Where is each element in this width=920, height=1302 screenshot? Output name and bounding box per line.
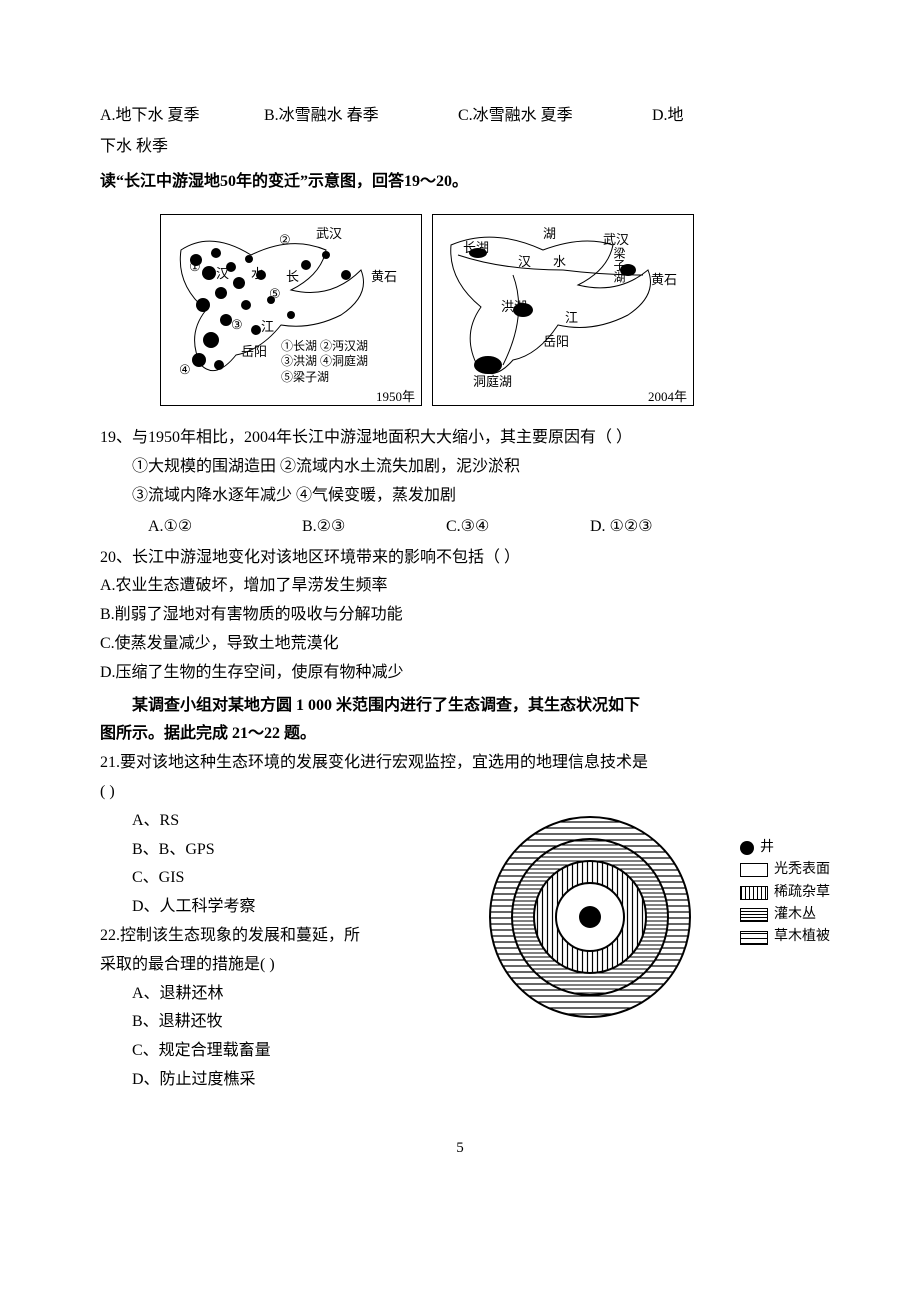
map1-huangshi: 黄石	[371, 270, 397, 283]
legend-sparse: 稀疏杂草	[740, 882, 830, 904]
q20-stem: 20、长江中游湿地变化对该地区环境带来的影响不包括（ ）	[100, 544, 820, 573]
q19-C: C.③④	[446, 513, 586, 542]
map1-leg0: ①长湖 ②沔汉湖	[281, 339, 368, 355]
ecology-ring-figure: 井 光秃表面 稀疏杂草 灌木丛 草木植被	[480, 807, 820, 1027]
instr2c: 据此完成 21～22 题。	[164, 725, 316, 742]
q21-22-text: A、RS B、B、GPS C、GIS D、人工科学考察 22.控制该生态现象的发…	[100, 807, 460, 1095]
q20-A: A.农业生态遭破坏，增加了旱涝发生频率	[100, 572, 820, 601]
map-2004: 武汉 黄石 岳阳 长湖 洪湖 洞庭湖 梁子湖 汉 水 江 湖 2004年	[432, 214, 694, 406]
prev-optD-tail: 下水 秋季	[100, 133, 820, 162]
map1-jiang: 江	[261, 320, 274, 333]
q22-C: C、规定合理载畜量	[100, 1037, 460, 1066]
map2-wuhan: 武汉	[603, 233, 629, 246]
wetland-maps: 武汉 黄石 岳阳 汉 水 长 江 ① ② ③ ④ ⑤ ①长湖 ②沔汉湖 ③洪湖 …	[160, 214, 820, 406]
map2-jiang: 江	[565, 311, 578, 324]
q19-B: B.②③	[302, 513, 442, 542]
legend-bare-label: 光秃表面	[774, 859, 830, 881]
map2-hong: 洪湖	[501, 300, 527, 313]
map1-han: 汉	[216, 267, 229, 280]
q19-options: A.①② B.②③ C.③④ D. ①②③	[100, 513, 820, 542]
q22-stem1: 22.控制该生态现象的发展和蔓延，所	[100, 922, 460, 951]
map2-year: 2004年	[648, 390, 687, 403]
sparse-swatch-icon	[740, 886, 768, 900]
map1-year: 1950年	[376, 390, 415, 403]
legend-well: 井	[740, 837, 830, 859]
map1-legend: ①长湖 ②沔汉湖 ③洪湖 ④洞庭湖 ⑤梁子湖	[281, 339, 368, 386]
legend-bare: 光秃表面	[740, 859, 830, 881]
q22-stem2: 采取的最合理的措施是( )	[100, 951, 460, 980]
map1-leg1: ③洪湖 ④洞庭湖	[281, 354, 368, 370]
q22-D: D、防止过度樵采	[100, 1066, 460, 1095]
map2-hu: 湖	[543, 227, 556, 240]
map2-shui: 水	[553, 255, 566, 268]
instr2a: 某调查小组对某地方圆 1 000 米范围内进行了生态调查，其生态状况如下	[100, 697, 640, 714]
q20-D: D.压缩了生物的生存空间，使原有物种减少	[100, 659, 820, 688]
map1-n5: ⑤	[269, 287, 281, 300]
shrub-swatch-icon	[740, 908, 768, 922]
map1-wuhan: 武汉	[316, 227, 342, 240]
map-1950: 武汉 黄石 岳阳 汉 水 长 江 ① ② ③ ④ ⑤ ①长湖 ②沔汉湖 ③洪湖 …	[160, 214, 422, 406]
q20-B: B.削弱了湿地对有害物质的吸收与分解功能	[100, 601, 820, 630]
instruction-21-22: 某调查小组对某地方圆 1 000 米范围内进行了生态调查，其生态状况如下 图所示…	[100, 692, 820, 750]
map2-han: 汉	[518, 255, 531, 268]
ring-legend: 井 光秃表面 稀疏杂草 灌木丛 草木植被	[740, 837, 830, 949]
instr2b: 图所示。	[100, 725, 164, 742]
q22-A: A、退耕还林	[100, 980, 460, 1009]
prev-optB: B.冰雪融水 春季	[264, 102, 454, 131]
legend-well-label: 井	[760, 837, 774, 859]
bare-swatch-icon	[740, 863, 768, 877]
q19-stem: 19、与1950年相比，2004年长江中游湿地面积大大缩小，其主要原因有（ ）	[100, 424, 820, 453]
map1-leg2: ⑤梁子湖	[281, 370, 368, 386]
map2-huangshi: 黄石	[651, 273, 677, 286]
q19-s1: ①大规模的围湖造田 ②流域内水土流失加剧，泥沙淤积	[100, 453, 820, 482]
q19-s2: ③流域内降水逐年减少 ④气候变暖，蒸发加剧	[100, 482, 820, 511]
prev-optC: C.冰雪融水 夏季	[458, 102, 648, 131]
prev-optA: A.地下水 夏季	[100, 102, 260, 131]
map1-yueyang: 岳阳	[241, 345, 267, 358]
legend-shrub-label: 灌木丛	[774, 904, 816, 926]
q21-B: B、B、GPS	[100, 836, 460, 865]
instruction-19-20: 读“长江中游湿地50年的变迁”示意图，回答19～20。	[100, 168, 820, 197]
q21-stem: 21.要对该地这种生态环境的发展变化进行宏观监控，宜选用的地理信息技术是	[100, 749, 820, 778]
q21-paren: ( )	[100, 778, 820, 807]
page-number: 5	[100, 1135, 820, 1162]
legend-grass-label: 草木植被	[774, 926, 830, 948]
q21-D: D、人工科学考察	[100, 893, 460, 922]
legend-sparse-label: 稀疏杂草	[774, 882, 830, 904]
map2-liangzi: 梁子湖	[613, 247, 625, 283]
grass-swatch-icon	[740, 931, 768, 945]
q21-C: C、GIS	[100, 864, 460, 893]
q20-C: C.使蒸发量减少，导致土地荒漠化	[100, 630, 820, 659]
map1-n1: ①	[189, 260, 201, 273]
map1-n4: ④	[179, 363, 191, 376]
prev-optD-head: D.地	[652, 102, 684, 131]
map1-shui: 水	[251, 267, 264, 280]
q21-A: A、RS	[100, 807, 460, 836]
prev-options: A.地下水 夏季 B.冰雪融水 春季 C.冰雪融水 夏季 D.地	[100, 102, 820, 131]
map2-chang: 长湖	[463, 241, 489, 254]
q19-D: D. ①②③	[590, 513, 653, 542]
map1-chang: 长	[286, 270, 299, 283]
map2-yueyang: 岳阳	[543, 335, 569, 348]
legend-shrub: 灌木丛	[740, 904, 830, 926]
map1-n3: ③	[231, 318, 243, 331]
q19-A: A.①②	[148, 513, 298, 542]
q22-B: B、退耕还牧	[100, 1008, 460, 1037]
well-dot-icon	[740, 841, 754, 855]
legend-grass: 草木植被	[740, 926, 830, 948]
map1-n2: ②	[279, 233, 291, 246]
map2-dongting: 洞庭湖	[473, 375, 512, 388]
q21-22-block: A、RS B、B、GPS C、GIS D、人工科学考察 22.控制该生态现象的发…	[100, 807, 820, 1095]
